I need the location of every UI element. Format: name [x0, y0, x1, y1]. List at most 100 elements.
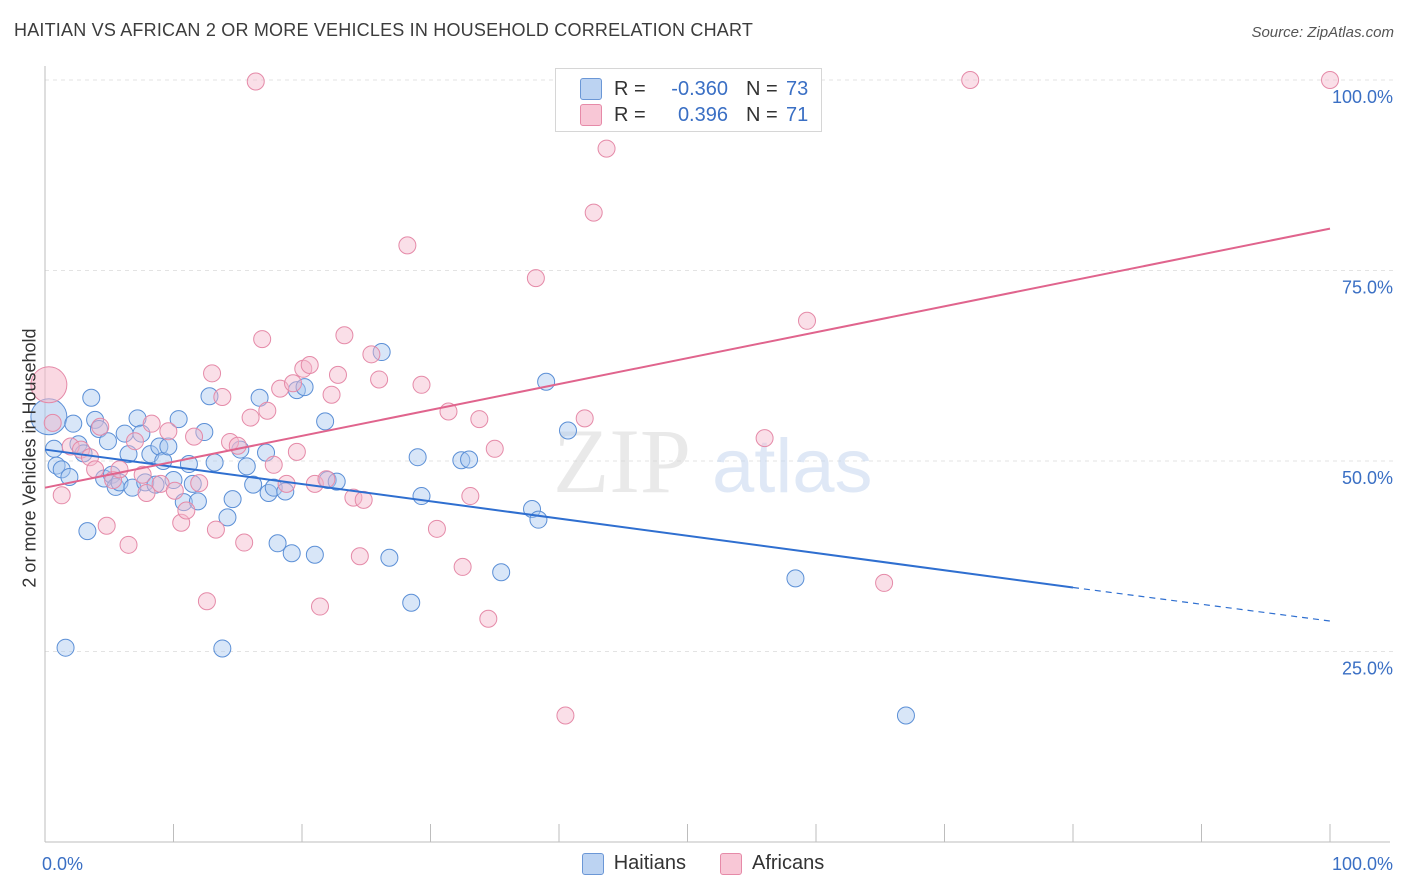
legend-label-africans: Africans: [752, 852, 825, 874]
point-haitians: [169, 410, 188, 429]
point-africans: [485, 439, 504, 458]
y-tick-label: 75.0%: [1342, 278, 1393, 298]
point-africans: [185, 427, 204, 446]
point-africans: [575, 409, 594, 428]
point-haitians: [523, 500, 542, 519]
haitians-swatch: [581, 852, 604, 875]
point-haitians: [529, 510, 548, 529]
point-haitians: [268, 534, 287, 553]
trend-line-africans: [44, 227, 1331, 489]
point-africans: [300, 355, 319, 374]
point-africans: [798, 311, 817, 330]
point-africans: [412, 375, 431, 394]
point-africans: [328, 365, 347, 384]
series-africans: [30, 71, 1339, 725]
x-tick-label: 0.0%: [42, 854, 83, 874]
point-haitians: [237, 457, 256, 476]
point-haitians: [412, 487, 431, 506]
watermark-atlas: atlas: [712, 424, 873, 509]
point-haitians: [56, 638, 75, 657]
chart-title: HAITIAN VS AFRICAN 2 OR MORE VEHICLES IN…: [14, 20, 754, 40]
point-africans: [235, 533, 254, 552]
point-haitians: [195, 423, 214, 442]
point-africans: [317, 470, 336, 489]
trend-line-haitians-extension: [1072, 586, 1331, 622]
point-africans: [43, 413, 62, 432]
point-haitians: [218, 508, 237, 527]
point-africans: [284, 374, 303, 393]
point-africans: [241, 408, 260, 427]
legend-item-haitians[interactable]: Haitians: [581, 852, 686, 875]
point-africans: [142, 414, 161, 433]
legend-item-africans[interactable]: Africans: [720, 852, 824, 875]
trend-line-haitians: [44, 448, 1074, 589]
point-africans: [370, 370, 389, 389]
point-haitians: [78, 522, 97, 541]
watermark: ZIP atlas: [553, 410, 873, 512]
point-africans: [91, 417, 110, 436]
point-haitians: [183, 474, 202, 493]
point-africans: [310, 597, 329, 616]
point-africans: [398, 236, 417, 255]
point-africans: [119, 535, 138, 554]
point-africans: [190, 474, 209, 493]
point-haitians: [64, 414, 83, 433]
point-haitians: [408, 448, 427, 467]
point-haitians: [44, 439, 63, 458]
point-africans: [277, 474, 296, 493]
point-africans: [203, 364, 222, 383]
africans-swatch: [580, 104, 602, 126]
y-tick-label: 50.0%: [1342, 468, 1393, 488]
point-africans: [133, 465, 152, 484]
trend-lines: [44, 227, 1331, 622]
point-africans: [137, 484, 156, 503]
point-africans: [177, 501, 196, 520]
point-africans: [159, 422, 178, 441]
point-africans: [264, 455, 283, 474]
point-haitians: [205, 453, 224, 472]
point-haitians: [896, 706, 915, 725]
point-africans: [584, 203, 603, 222]
correlation-legend: R = -0.360 N = 73 R = 0.396 N = 71: [555, 68, 822, 132]
point-africans: [253, 330, 272, 349]
n-label: N =: [746, 103, 778, 126]
point-africans: [197, 592, 216, 611]
point-haitians: [276, 482, 295, 501]
legend-row-africans: R = 0.396 N = 71: [580, 102, 808, 128]
point-africans: [228, 436, 247, 455]
axes: [44, 66, 1390, 843]
point-africans: [322, 385, 341, 404]
point-africans: [30, 366, 68, 404]
point-africans: [1321, 71, 1339, 89]
grid-lines: [45, 79, 1395, 652]
point-haitians: [223, 490, 242, 509]
x-tick-label: 100.0%: [1332, 854, 1393, 874]
point-africans: [258, 401, 277, 420]
point-haitians: [213, 639, 232, 658]
point-haitians: [380, 548, 399, 567]
point-africans: [875, 573, 894, 592]
point-africans: [206, 520, 225, 539]
point-haitians: [82, 388, 101, 407]
africans-swatch: [720, 852, 742, 875]
point-haitians: [305, 545, 324, 564]
point-africans: [556, 706, 575, 725]
r-value: 0.396: [677, 103, 728, 126]
point-haitians: [452, 451, 471, 470]
point-africans: [350, 547, 369, 566]
point-africans: [287, 442, 306, 461]
n-value: 73: [786, 77, 809, 100]
point-africans: [526, 269, 545, 288]
point-haitians: [295, 378, 314, 397]
legend-label-haitians: Haitians: [613, 852, 686, 874]
series-legend: Haitians Africans: [0, 852, 1406, 875]
r-label: R =: [614, 103, 646, 126]
point-haitians: [98, 432, 117, 451]
point-africans: [165, 481, 184, 500]
point-haitians: [128, 409, 147, 428]
r-label: R =: [614, 77, 646, 100]
point-haitians: [402, 593, 421, 612]
point-africans: [213, 387, 232, 406]
point-africans: [110, 460, 129, 479]
point-africans: [246, 72, 265, 91]
